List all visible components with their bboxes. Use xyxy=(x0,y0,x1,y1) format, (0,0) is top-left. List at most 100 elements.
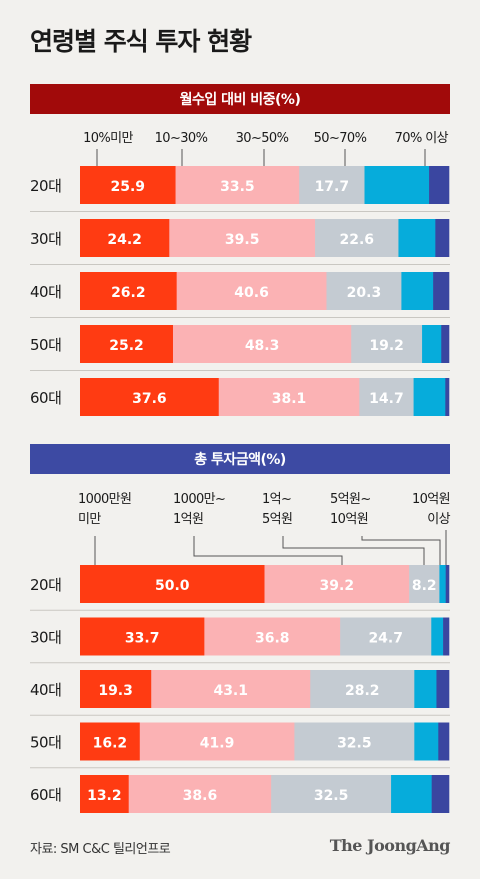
bar-segment xyxy=(80,325,174,363)
amount-section-title: 총 투자금액(%) xyxy=(30,444,450,474)
bar-segment xyxy=(80,272,177,310)
bar-segment xyxy=(80,670,152,708)
data-label: 41.9 xyxy=(200,736,235,752)
legend-label: 1억~ xyxy=(262,492,291,507)
legend-label: 1000만원 xyxy=(78,492,131,507)
bar-segment xyxy=(218,378,360,416)
bar-segment xyxy=(326,272,402,310)
bar-segment xyxy=(414,722,439,761)
legend-label: 1억원 xyxy=(173,512,203,527)
row-label: 40대 xyxy=(30,681,61,699)
data-label: 28.2 xyxy=(345,683,380,699)
legend-label: 30~50% xyxy=(236,131,289,146)
data-label: 37.6 xyxy=(132,391,167,407)
bar-segment xyxy=(204,617,341,656)
bar-segment xyxy=(391,775,432,813)
data-label: 50.0 xyxy=(155,578,190,594)
data-label: 24.2 xyxy=(107,232,142,248)
bar-segment xyxy=(422,325,442,363)
bar-segment xyxy=(445,565,450,603)
bar-segment xyxy=(80,166,176,204)
bar-segment xyxy=(433,272,450,310)
bar-segment xyxy=(128,775,272,813)
legend-label: 50~70% xyxy=(314,131,367,146)
data-label: 39.5 xyxy=(225,232,260,248)
row-label: 20대 xyxy=(30,576,61,594)
bar-segment xyxy=(139,722,295,761)
bar-segment xyxy=(151,670,311,708)
bar-segment xyxy=(340,617,432,656)
bar-segment xyxy=(435,219,450,257)
bar-segment xyxy=(441,325,450,363)
page-title: 연령별 주식 투자 현황 xyxy=(30,27,252,56)
data-label: 33.7 xyxy=(125,631,160,647)
row-label: 20대 xyxy=(30,177,61,195)
data-label: 19.3 xyxy=(98,683,133,699)
bar-segment xyxy=(439,565,446,603)
bar-segment xyxy=(172,325,352,363)
legend-label: 1000만~ xyxy=(173,492,225,507)
data-label: 32.5 xyxy=(314,788,349,804)
data-label: 24.7 xyxy=(368,631,403,647)
bar-segment xyxy=(80,775,130,813)
data-label: 38.1 xyxy=(272,391,307,407)
legend-label: 이상 xyxy=(427,512,450,527)
data-label: 22.6 xyxy=(339,232,374,248)
bar-segment xyxy=(176,272,327,310)
bar-segment xyxy=(175,166,300,204)
bar-segment xyxy=(364,166,430,204)
data-label: 14.7 xyxy=(369,391,404,407)
data-label: 25.9 xyxy=(111,179,146,195)
row-label: 40대 xyxy=(30,283,61,301)
bar-segment xyxy=(80,219,170,257)
data-label: 32.5 xyxy=(337,736,372,752)
data-label: 17.7 xyxy=(315,179,350,195)
bar-segment xyxy=(169,219,316,257)
legend-label: 10~30% xyxy=(155,131,208,146)
bar-segment xyxy=(310,670,415,708)
bar-segment xyxy=(80,565,265,603)
source-note: 자료: SM C&C 틸리언프로 xyxy=(30,842,171,857)
data-label: 39.2 xyxy=(320,578,355,594)
bar-segment xyxy=(299,166,365,204)
bar-segment xyxy=(80,378,220,416)
data-label: 36.8 xyxy=(255,631,290,647)
income-section-title: 월수입 대비 비중(%) xyxy=(30,84,450,114)
legend-leader xyxy=(193,536,343,565)
data-label: 16.2 xyxy=(93,736,128,752)
row-label: 50대 xyxy=(30,734,61,752)
legend-label: 5억원~ xyxy=(330,492,371,507)
brand-logo: The JoongAng xyxy=(329,836,451,855)
legend-label: 10억원 xyxy=(412,492,450,507)
data-label: 38.6 xyxy=(183,788,218,804)
bar-segment xyxy=(431,617,444,656)
row-label: 30대 xyxy=(30,230,61,248)
bar-segment xyxy=(436,670,450,708)
data-label: 40.6 xyxy=(234,285,269,301)
bar-segment xyxy=(359,378,414,416)
bar-segment xyxy=(429,166,450,204)
data-label: 33.5 xyxy=(220,179,255,195)
legend-leader xyxy=(361,536,441,565)
bar-segment xyxy=(409,565,440,603)
bar-segment xyxy=(271,775,392,813)
data-label: 48.3 xyxy=(245,338,280,354)
row-label: 60대 xyxy=(30,786,61,804)
bar-segment xyxy=(398,219,436,257)
bar-segment xyxy=(294,722,415,761)
bar-segment xyxy=(443,617,450,656)
bar-segment xyxy=(431,775,450,813)
bar-segment xyxy=(414,670,437,708)
bar-segment xyxy=(445,378,450,416)
row-label: 30대 xyxy=(30,629,61,647)
data-label: 19.2 xyxy=(369,338,404,354)
row-label: 50대 xyxy=(30,336,61,354)
legend-label: 미만 xyxy=(78,512,101,527)
bar-segment xyxy=(80,722,141,761)
data-label: 25.2 xyxy=(109,338,144,354)
legend-label: 5억원 xyxy=(262,512,292,527)
legend-leader xyxy=(282,536,425,565)
data-label: 20.3 xyxy=(347,285,382,301)
data-label: 13.2 xyxy=(87,788,122,804)
